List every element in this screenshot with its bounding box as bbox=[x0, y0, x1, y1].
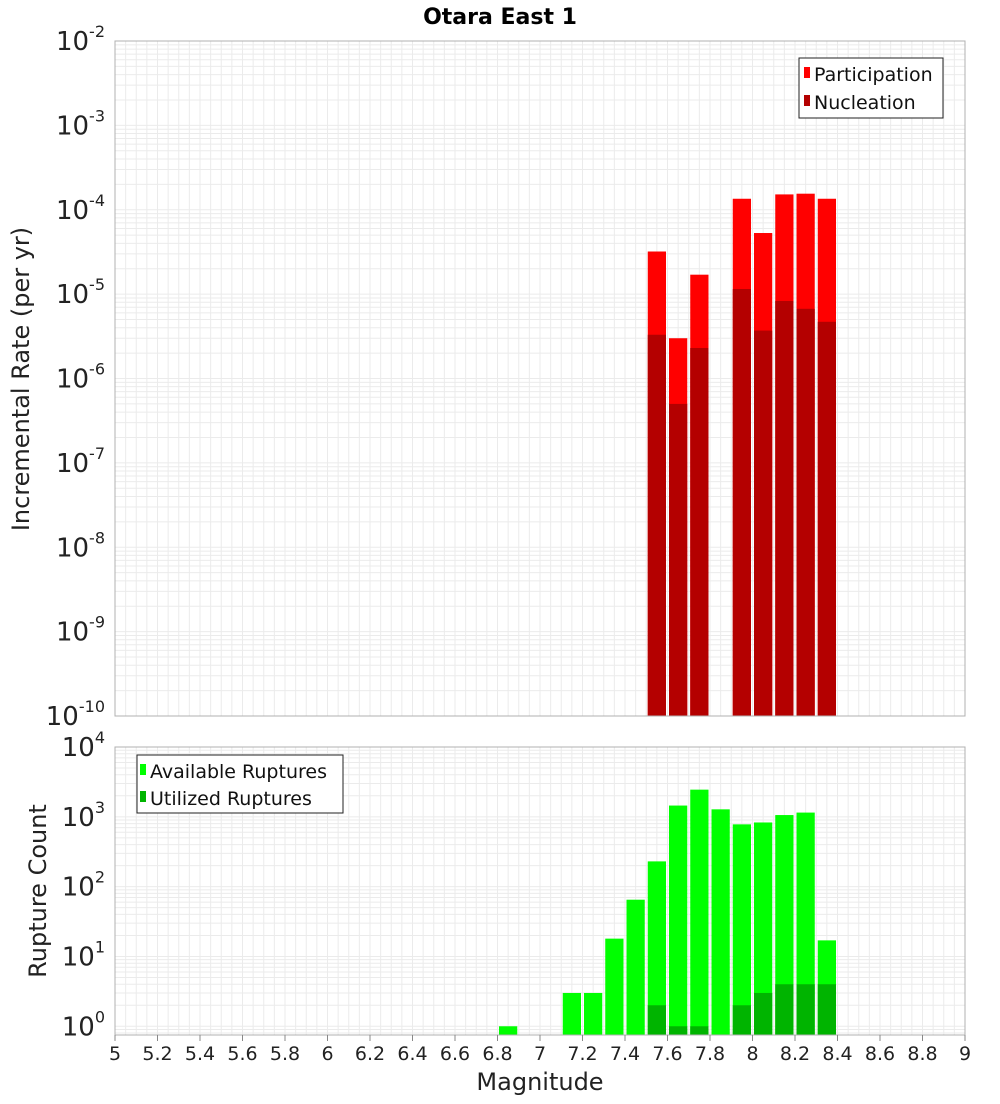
bottom-legend: Available Ruptures Utilized Ruptures bbox=[136, 754, 344, 814]
x-tick-label: 5.2 bbox=[142, 1043, 172, 1065]
bottom-bar-available-ruptures bbox=[605, 938, 624, 1035]
x-tick-label: 6.4 bbox=[397, 1043, 427, 1065]
bottom-legend-label: Utilized Ruptures bbox=[150, 788, 312, 810]
top-y-tick-label: 10-8 bbox=[56, 528, 105, 563]
x-tick-label: 8.8 bbox=[907, 1043, 937, 1065]
top-legend: Participation Nucleation bbox=[798, 57, 944, 119]
top-plot-border bbox=[114, 40, 966, 717]
top-bar-nucleation bbox=[732, 289, 751, 716]
bottom-y-tick-label: 103 bbox=[62, 798, 105, 833]
bottom-y-axis-label: Rupture Count bbox=[24, 804, 52, 978]
top-y-tick-label: 10-9 bbox=[56, 613, 105, 648]
top-y-tick-label: 10-6 bbox=[56, 360, 105, 395]
x-tick-label: 7.2 bbox=[567, 1043, 597, 1065]
top-y-tick-label: 10-7 bbox=[56, 444, 105, 479]
bottom-bar-available-ruptures bbox=[775, 815, 794, 1035]
bottom-bar-utilized-ruptures bbox=[775, 984, 794, 1035]
top-bar-nucleation bbox=[775, 300, 794, 716]
top-y-axis-label: Incremental Rate (per yr) bbox=[7, 227, 35, 531]
x-tick-label: 8.6 bbox=[865, 1043, 895, 1065]
x-tick-label: 6.8 bbox=[482, 1043, 512, 1065]
bottom-plot: 100 101 102 103 104 Available Ruptures Utilize… bbox=[62, 728, 971, 1065]
top-y-tick-label: 10-2 bbox=[56, 22, 105, 57]
bottom-bar-available-ruptures bbox=[669, 805, 688, 1035]
x-axis-label: Magnitude bbox=[476, 1068, 603, 1096]
bottom-legend-label: Available Ruptures bbox=[150, 761, 327, 783]
bottom-y-tick-label: 100 bbox=[62, 1007, 105, 1042]
x-tick-label: 6.6 bbox=[440, 1043, 470, 1065]
bottom-bar-available-ruptures bbox=[584, 992, 603, 1035]
x-tick-label: 8.2 bbox=[780, 1043, 810, 1065]
bottom-legend-swatch bbox=[140, 764, 146, 775]
bottom-y-tick-label: 101 bbox=[62, 937, 105, 972]
bottom-bar-available-ruptures bbox=[732, 824, 751, 1035]
bottom-y-tick-label: 102 bbox=[62, 868, 105, 903]
bottom-bar-utilized-ruptures bbox=[817, 984, 836, 1035]
bottom-bar-utilized-ruptures bbox=[796, 984, 815, 1035]
bottom-bar-available-ruptures bbox=[711, 809, 730, 1035]
bottom-legend-box bbox=[136, 754, 344, 814]
x-tick-label: 7.8 bbox=[695, 1043, 725, 1065]
top-legend-swatch bbox=[804, 67, 810, 78]
top-plot: 10-10 10-9 10-8 10-7 10-6 10-5 10-4 10-3 10-2 Par… bbox=[46, 22, 966, 732]
top-bar-nucleation bbox=[690, 347, 709, 716]
top-y-tick-label: 10-3 bbox=[56, 106, 105, 141]
top-y-tick-label: 10-4 bbox=[56, 191, 105, 226]
top-bar-nucleation bbox=[796, 308, 815, 716]
top-grid bbox=[114, 41, 966, 717]
x-tick-label: 5.4 bbox=[185, 1043, 215, 1065]
top-legend-label: Participation bbox=[814, 64, 933, 86]
bottom-bar-available-ruptures bbox=[754, 822, 773, 1035]
bottom-bar-available-ruptures bbox=[562, 992, 581, 1035]
x-tick-label: 5.6 bbox=[227, 1043, 257, 1065]
bottom-y-tick-label: 104 bbox=[62, 728, 105, 763]
bottom-bar-utilized-ruptures bbox=[754, 992, 773, 1035]
top-bar-nucleation bbox=[754, 330, 773, 716]
x-tick-label: 7 bbox=[534, 1043, 546, 1065]
top-y-tick-label: 10-5 bbox=[56, 275, 105, 310]
bottom-bar-available-ruptures bbox=[796, 812, 815, 1035]
x-tick-label: 9 bbox=[959, 1043, 971, 1065]
chart-title: Otara East 1 bbox=[423, 5, 577, 30]
x-tick-label: 7.6 bbox=[652, 1043, 682, 1065]
bottom-bar-utilized-ruptures bbox=[732, 1005, 751, 1035]
x-tick-label: 6 bbox=[321, 1043, 333, 1065]
x-tick-label: 8.4 bbox=[822, 1043, 852, 1065]
top-bar-nucleation bbox=[669, 403, 688, 716]
bottom-bar-utilized-ruptures bbox=[647, 1005, 666, 1035]
bottom-bar-available-ruptures bbox=[626, 899, 645, 1035]
bottom-bar-available-ruptures bbox=[690, 789, 709, 1035]
top-legend-swatch bbox=[804, 95, 810, 106]
x-tick-label: 5 bbox=[109, 1043, 121, 1065]
x-tick-label: 6.2 bbox=[355, 1043, 385, 1065]
x-tick-label: 8 bbox=[746, 1043, 758, 1065]
bottom-bar-available-ruptures bbox=[499, 1026, 518, 1035]
top-y-tick-label: 10-10 bbox=[46, 697, 105, 732]
top-bar-nucleation bbox=[817, 321, 836, 716]
top-legend-label: Nucleation bbox=[814, 92, 916, 114]
bottom-bar-utilized-ruptures bbox=[669, 1026, 688, 1035]
bottom-legend-swatch bbox=[140, 791, 146, 802]
bottom-bar-utilized-ruptures bbox=[690, 1026, 709, 1035]
bottom-bar-available-ruptures bbox=[647, 861, 666, 1035]
top-legend-box bbox=[798, 57, 944, 119]
x-tick-label: 7.4 bbox=[610, 1043, 640, 1065]
x-tick-label: 5.8 bbox=[270, 1043, 300, 1065]
top-bar-nucleation bbox=[647, 334, 666, 716]
